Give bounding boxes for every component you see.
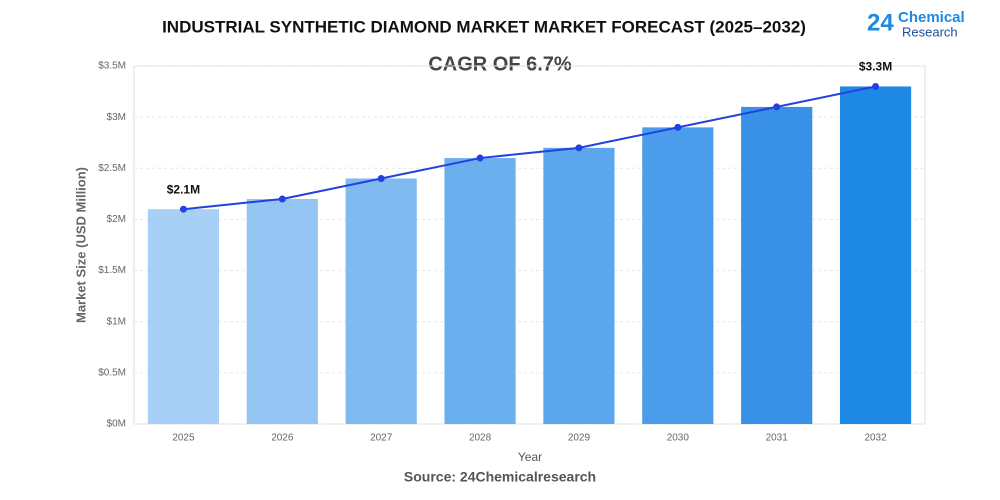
y-axis-label: Market Size (USD Million) xyxy=(73,167,88,323)
bar xyxy=(642,127,714,424)
logo-tagline: Research xyxy=(902,24,958,39)
y-tick-label: $2.5M xyxy=(98,163,126,174)
x-tick-label: 2031 xyxy=(766,433,789,444)
x-tick-label: 2025 xyxy=(172,433,195,444)
y-tick-label: $1M xyxy=(107,316,126,327)
chart-subtitle: CAGR OF 6.7% xyxy=(428,53,572,75)
x-tick-label: 2032 xyxy=(864,433,887,444)
logo-number: 24 xyxy=(867,9,894,36)
plot-border xyxy=(133,65,926,425)
trend-point xyxy=(179,205,187,213)
y-tick-label: $0.5M xyxy=(98,367,126,378)
bar xyxy=(543,147,615,425)
bar xyxy=(444,158,516,425)
bar xyxy=(839,86,912,424)
x-tick-label: 2027 xyxy=(370,433,393,444)
x-axis-label: Year xyxy=(518,450,542,464)
value-label: $3.3M xyxy=(859,60,892,74)
chart-title: INDUSTRIAL SYNTHETIC DIAMOND MARKET MARK… xyxy=(162,17,806,36)
value-label: $2.1M xyxy=(167,182,200,196)
trend-point xyxy=(872,82,880,90)
bar xyxy=(147,209,220,424)
y-tick-label: $0M xyxy=(107,419,126,430)
x-tick-label: 2029 xyxy=(568,433,591,444)
y-tick-label: $2M xyxy=(107,214,126,225)
x-tick-label: 2026 xyxy=(271,433,294,444)
trend-line xyxy=(183,85,876,211)
trend-point xyxy=(476,154,484,162)
y-tick-label: $1.5M xyxy=(98,265,126,276)
trend-point xyxy=(575,144,583,152)
trend-point xyxy=(278,195,286,203)
bar xyxy=(345,178,417,424)
trend-point xyxy=(773,103,781,111)
x-tick-label: 2030 xyxy=(667,433,690,444)
trend-point xyxy=(377,175,385,183)
bar xyxy=(246,198,318,424)
source: Source: 24Chemicalresearch xyxy=(404,469,596,485)
x-tick-label: 2028 xyxy=(469,433,492,444)
trend-point xyxy=(674,123,682,131)
y-tick-label: $3M xyxy=(107,112,126,123)
logo-name: Chemical xyxy=(898,9,965,26)
y-tick-label: $3.5M xyxy=(98,61,126,72)
bar xyxy=(741,106,813,425)
